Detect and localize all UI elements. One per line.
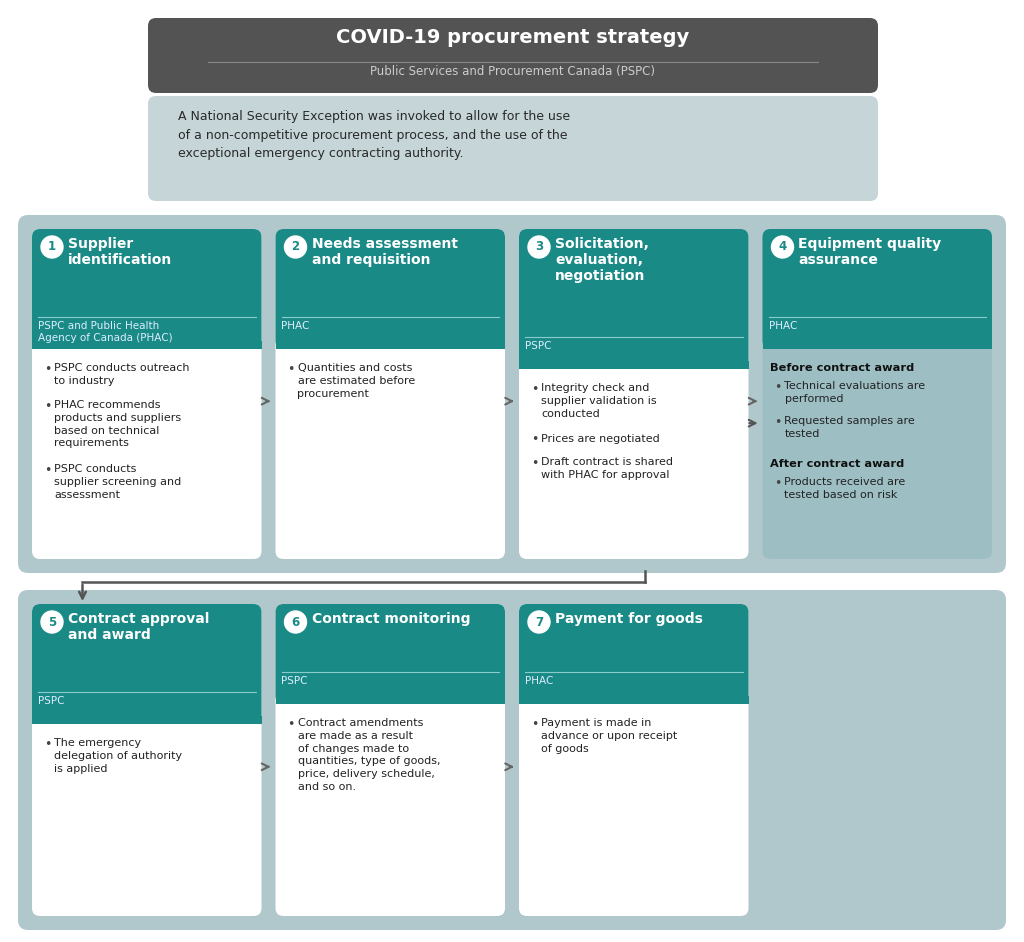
Text: PSPC: PSPC <box>282 676 308 686</box>
Text: 1: 1 <box>48 240 56 253</box>
FancyBboxPatch shape <box>275 229 505 559</box>
FancyBboxPatch shape <box>519 604 749 916</box>
Bar <box>275 696 505 704</box>
Circle shape <box>528 236 550 258</box>
FancyBboxPatch shape <box>18 590 1006 930</box>
Text: •: • <box>531 433 539 447</box>
Text: PHAC: PHAC <box>282 321 310 331</box>
Text: •: • <box>531 383 539 396</box>
Text: PHAC: PHAC <box>525 676 553 686</box>
FancyBboxPatch shape <box>32 604 261 724</box>
Text: The emergency
delegation of authority
is applied: The emergency delegation of authority is… <box>54 738 182 773</box>
Text: 5: 5 <box>48 615 56 628</box>
Text: Equipment quality
assurance: Equipment quality assurance <box>799 237 942 268</box>
Bar <box>275 341 505 349</box>
FancyBboxPatch shape <box>32 229 261 349</box>
Text: Solicitation,
evaluation,
negotiation: Solicitation, evaluation, negotiation <box>555 237 649 284</box>
Text: Quantities and costs
are estimated before
procurement: Quantities and costs are estimated befor… <box>298 363 415 398</box>
Text: •: • <box>774 381 782 394</box>
Text: Draft contract is shared
with PHAC for approval: Draft contract is shared with PHAC for a… <box>541 457 673 479</box>
Text: Before contract award: Before contract award <box>770 363 914 373</box>
Text: •: • <box>531 718 539 731</box>
Text: 3: 3 <box>535 240 543 253</box>
FancyBboxPatch shape <box>519 229 749 369</box>
FancyBboxPatch shape <box>18 215 1006 573</box>
FancyBboxPatch shape <box>32 229 261 559</box>
Bar <box>763 341 992 349</box>
Text: Contract monitoring: Contract monitoring <box>311 612 470 626</box>
Circle shape <box>285 236 306 258</box>
Text: 6: 6 <box>292 615 300 628</box>
Bar <box>32 341 261 349</box>
Text: •: • <box>288 718 295 731</box>
Text: •: • <box>44 738 51 751</box>
Circle shape <box>528 611 550 633</box>
Bar <box>519 361 749 369</box>
FancyBboxPatch shape <box>148 18 878 93</box>
Text: Prices are negotiated: Prices are negotiated <box>541 433 659 444</box>
FancyBboxPatch shape <box>275 604 505 916</box>
Text: •: • <box>44 400 51 413</box>
Text: After contract award: After contract award <box>770 459 905 469</box>
Text: PHAC recommends
products and suppliers
based on technical
requirements: PHAC recommends products and suppliers b… <box>54 400 181 448</box>
Text: PSPC conducts outreach
to industry: PSPC conducts outreach to industry <box>54 363 189 386</box>
Text: 7: 7 <box>535 615 543 628</box>
Text: PSPC: PSPC <box>525 341 552 351</box>
Circle shape <box>771 236 794 258</box>
Text: •: • <box>288 363 295 376</box>
FancyBboxPatch shape <box>32 604 261 916</box>
FancyBboxPatch shape <box>275 604 505 704</box>
FancyBboxPatch shape <box>519 229 749 559</box>
FancyBboxPatch shape <box>148 96 878 201</box>
Circle shape <box>285 611 306 633</box>
Bar <box>32 716 261 724</box>
FancyBboxPatch shape <box>763 229 992 349</box>
Text: Public Services and Procurement Canada (PSPC): Public Services and Procurement Canada (… <box>371 65 655 78</box>
Circle shape <box>41 611 63 633</box>
Text: •: • <box>44 363 51 376</box>
FancyBboxPatch shape <box>763 229 992 559</box>
Bar <box>519 696 749 704</box>
Text: Payment for goods: Payment for goods <box>555 612 702 626</box>
Text: Products received are
tested based on risk: Products received are tested based on ri… <box>784 477 906 500</box>
Text: Technical evaluations are
performed: Technical evaluations are performed <box>784 381 926 404</box>
FancyBboxPatch shape <box>275 229 505 349</box>
Text: Integrity check and
supplier validation is
conducted: Integrity check and supplier validation … <box>541 383 656 418</box>
Text: •: • <box>531 457 539 470</box>
Text: •: • <box>44 464 51 477</box>
Text: PSPC and Public Health
Agency of Canada (PHAC): PSPC and Public Health Agency of Canada … <box>38 321 173 344</box>
Text: Payment is made in
advance or upon receipt
of goods: Payment is made in advance or upon recei… <box>541 718 677 754</box>
Text: PSPC: PSPC <box>38 696 65 706</box>
Text: PHAC: PHAC <box>768 321 797 331</box>
Text: PSPC conducts
supplier screening and
assessment: PSPC conducts supplier screening and ass… <box>54 464 181 499</box>
Text: Supplier
identification: Supplier identification <box>68 237 172 268</box>
Text: •: • <box>774 477 782 490</box>
Text: A National Security Exception was invoked to allow for the use
of a non-competit: A National Security Exception was invoke… <box>178 110 570 160</box>
Text: Contract amendments
are made as a result
of changes made to
quantities, type of : Contract amendments are made as a result… <box>298 718 440 792</box>
FancyBboxPatch shape <box>519 604 749 704</box>
Text: COVID-19 procurement strategy: COVID-19 procurement strategy <box>336 28 689 47</box>
Text: 4: 4 <box>778 240 786 253</box>
Text: Needs assessment
and requisition: Needs assessment and requisition <box>311 237 458 268</box>
Text: •: • <box>774 416 782 429</box>
Text: Requested samples are
tested: Requested samples are tested <box>784 416 915 439</box>
Text: Contract approval
and award: Contract approval and award <box>68 612 209 642</box>
Text: 2: 2 <box>292 240 300 253</box>
Circle shape <box>41 236 63 258</box>
